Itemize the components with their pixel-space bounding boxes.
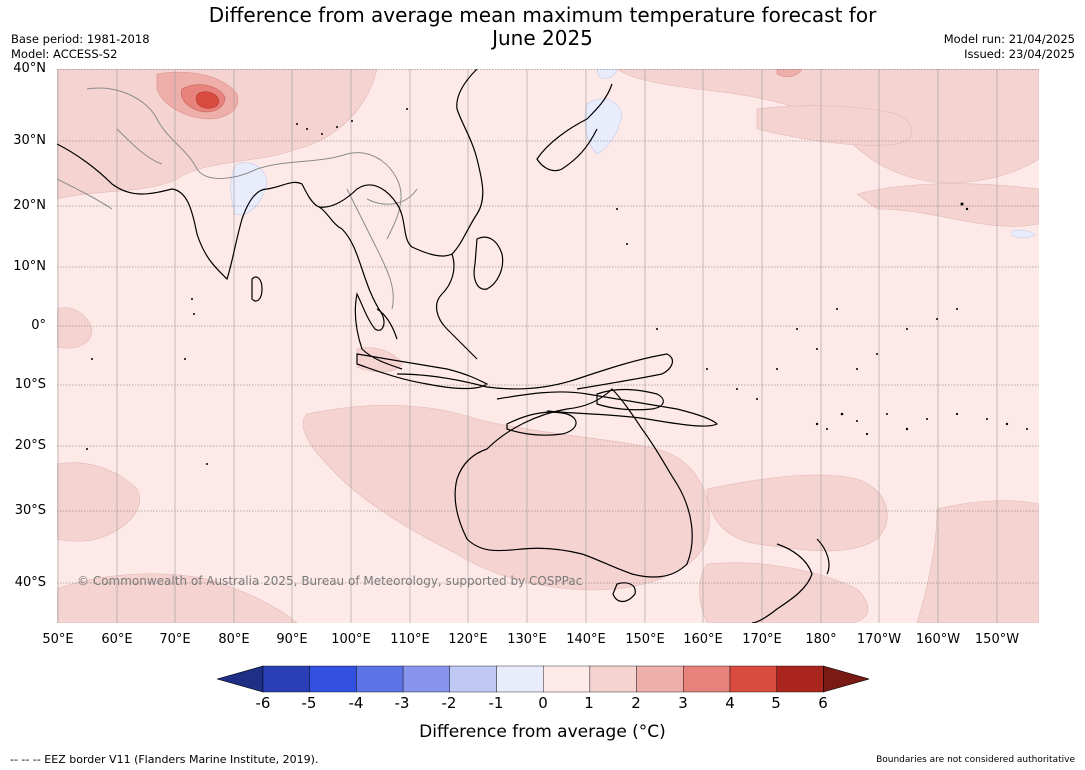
colorbar-extend-low	[217, 665, 264, 693]
lat-label: 20°N	[13, 198, 46, 213]
eez-border-note: -- -- -- EEZ border V11 (Flanders Marine…	[10, 753, 319, 766]
lat-label: 30°S	[14, 503, 46, 518]
lat-label: 40°S	[14, 575, 46, 590]
colorbar-segment	[449, 665, 497, 693]
lon-label: 140°E	[566, 632, 606, 647]
colorbar-tick: 3	[678, 694, 688, 712]
lat-label: 40°N	[13, 61, 46, 76]
metadata-right: Model run: 21/04/2025 Issued: 23/04/2025	[944, 32, 1075, 62]
lon-label: 160°W	[915, 632, 961, 647]
colorbar-tick: -2	[441, 694, 457, 712]
lon-label: 80°E	[218, 632, 250, 647]
colorbar-segment	[356, 665, 404, 693]
warm-anomaly-4-5	[195, 91, 220, 109]
colorbar-segment	[543, 665, 591, 693]
colorbar-segment	[636, 665, 684, 693]
lon-label: 70°E	[159, 632, 191, 647]
colorbar-tick: -5	[301, 694, 317, 712]
colorbar-segment	[776, 665, 824, 693]
colorbar-tick: 5	[771, 694, 781, 712]
lon-label: 170°E	[742, 632, 782, 647]
lon-label: 160°E	[683, 632, 723, 647]
colorbar-tick: 1	[584, 694, 594, 712]
lon-label: 60°E	[101, 632, 133, 647]
colorbar-segment	[589, 665, 637, 693]
colorbar-extend-high	[823, 665, 869, 693]
lon-label: 50°E	[42, 632, 74, 647]
lat-label: 0°	[31, 318, 46, 333]
colorbar-tick: 0	[538, 694, 548, 712]
lat-label: 10°N	[13, 259, 46, 274]
colorbar-tick: -6	[255, 694, 271, 712]
lon-label: 180°	[805, 632, 837, 647]
title-line-2: June 2025	[492, 26, 593, 50]
warm-anomaly-1-2	[57, 69, 1039, 623]
colorbar-segment	[309, 665, 357, 693]
lon-label: 150°W	[974, 632, 1020, 647]
colorbar-segment	[683, 665, 731, 693]
lon-label: 100°E	[331, 632, 371, 647]
lon-label: 110°E	[390, 632, 430, 647]
metadata-left: Base period: 1981-2018 Model: ACCESS-S2	[11, 32, 150, 62]
colorbar	[217, 665, 869, 693]
lat-label: 20°S	[14, 438, 46, 453]
colorbar-tick: 6	[818, 694, 828, 712]
model-name: Model: ACCESS-S2	[11, 47, 118, 61]
base-period: Base period: 1981-2018	[11, 32, 150, 46]
colorbar-tick: -1	[488, 694, 504, 712]
lon-label: 170°W	[856, 632, 902, 647]
colorbar-tick: -3	[394, 694, 410, 712]
lon-label: 130°E	[507, 632, 547, 647]
lat-label: 10°S	[14, 377, 46, 392]
colorbar-tick: 4	[725, 694, 735, 712]
colorbar-segment	[729, 665, 777, 693]
colorbar-segment	[496, 665, 544, 693]
lon-label: 120°E	[448, 632, 488, 647]
model-run: Model run: 21/04/2025	[943, 32, 1075, 46]
copyright-notice: © Commonwealth of Australia 2025, Bureau…	[77, 574, 583, 588]
colorbar-tick: 2	[631, 694, 641, 712]
lat-label: 30°N	[13, 133, 46, 148]
coastlines	[57, 69, 830, 623]
colorbar-tick: -4	[348, 694, 364, 712]
map-svg	[57, 69, 1039, 623]
colorbar-segment	[402, 665, 451, 693]
meridians	[57, 69, 998, 623]
colorbar-segment	[262, 665, 310, 693]
boundaries-disclaimer: Boundaries are not considered authoritat…	[876, 755, 1075, 765]
lon-label: 150°E	[625, 632, 665, 647]
colorbar-segments	[217, 665, 869, 693]
lon-label: 90°E	[276, 632, 308, 647]
title-line-1: Difference from average mean maximum tem…	[208, 3, 877, 27]
colorbar-label: Difference from average (°C)	[419, 722, 666, 742]
islands	[86, 108, 1028, 465]
map-title: Difference from average mean maximum tem…	[0, 4, 1085, 50]
issued-date: Issued: 23/04/2025	[964, 47, 1075, 61]
forecast-map: © Commonwealth of Australia 2025, Bureau…	[57, 69, 1039, 623]
